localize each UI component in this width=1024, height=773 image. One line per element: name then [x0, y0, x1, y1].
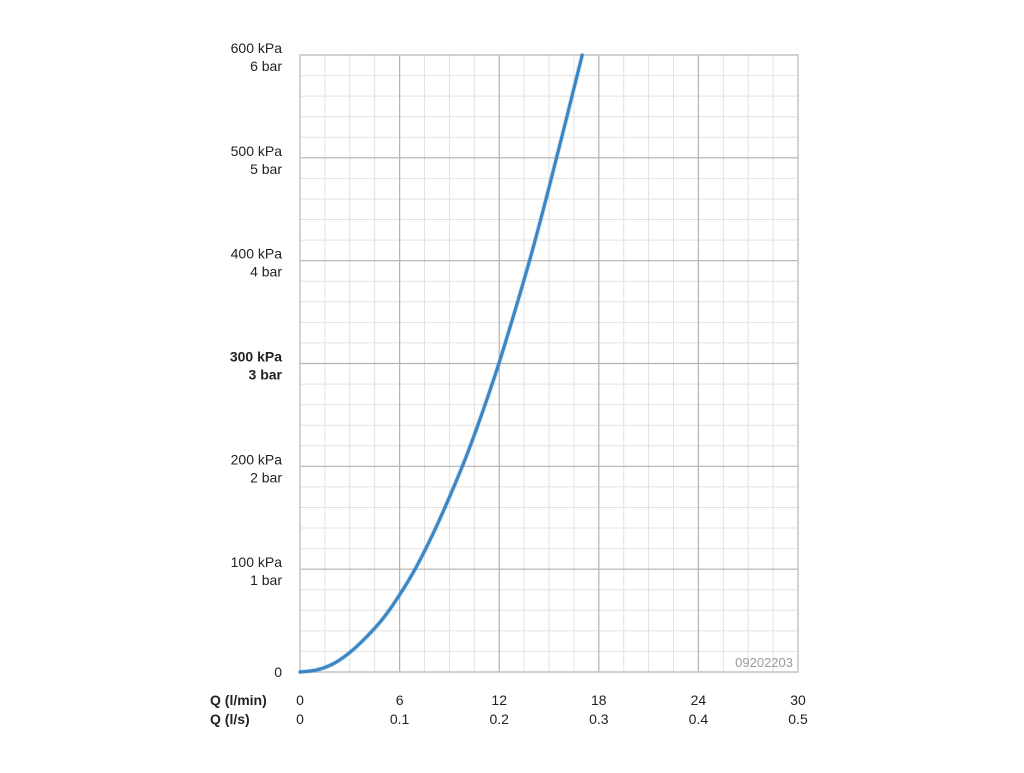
x-tick-label-lmin: 18: [591, 692, 607, 708]
grid: [299, 54, 799, 673]
series-line: [298, 53, 584, 674]
y-tick-label-bar: 4 bar: [250, 264, 282, 280]
x-tick-label-lmin: 12: [491, 692, 507, 708]
y-tick-label-kpa: 200 kPa: [231, 451, 283, 467]
y-tick-label-kpa: 600 kPa: [231, 40, 283, 56]
y-tick-label-bar: 6 bar: [250, 58, 282, 74]
y-tick-label-kpa: 300 kPa: [230, 349, 282, 365]
x-axis-labels: Q (l/min) Q (l/s) 0 0 6 0.1 12 0.2 18 0.3 24 0.4 30 0…: [210, 692, 808, 727]
y-tick-label: 0: [274, 664, 282, 680]
watermark-code: 09202203: [735, 655, 793, 670]
x-tick-label-ls: 0.5: [788, 711, 808, 727]
x-tick-label-ls: 0: [296, 711, 304, 727]
y-tick-label-bar: 3 bar: [249, 367, 283, 383]
x-axis-title-ls: Q (l/s): [210, 711, 250, 727]
x-tick-label-ls: 0.2: [489, 711, 509, 727]
x-tick-label-lmin: 24: [691, 692, 707, 708]
y-tick-label-kpa: 100 kPa: [231, 554, 283, 570]
y-axis-labels: 0 100 kPa 1 bar 200 kPa 2 bar 300 kPa 3 bar 400…: [230, 40, 283, 680]
x-tick-label-ls: 0.4: [689, 711, 709, 727]
x-tick-label-lmin: 0: [296, 692, 304, 708]
x-tick-label-ls: 0.1: [390, 711, 410, 727]
x-tick-label-lmin: 6: [396, 692, 404, 708]
plot-frame: [299, 54, 799, 673]
y-tick-label-bar: 2 bar: [250, 469, 282, 485]
y-tick-label-kpa: 400 kPa: [231, 246, 283, 262]
x-tick-label-lmin: 30: [790, 692, 806, 708]
y-tick-label-bar: 5 bar: [250, 161, 282, 177]
series-layer: [297, 52, 585, 675]
y-tick-label-bar: 1 bar: [250, 572, 282, 588]
y-tick-label-kpa: 500 kPa: [231, 143, 283, 159]
x-tick-label-ls: 0.3: [589, 711, 609, 727]
x-axis-title-lmin: Q (l/min): [210, 692, 267, 708]
